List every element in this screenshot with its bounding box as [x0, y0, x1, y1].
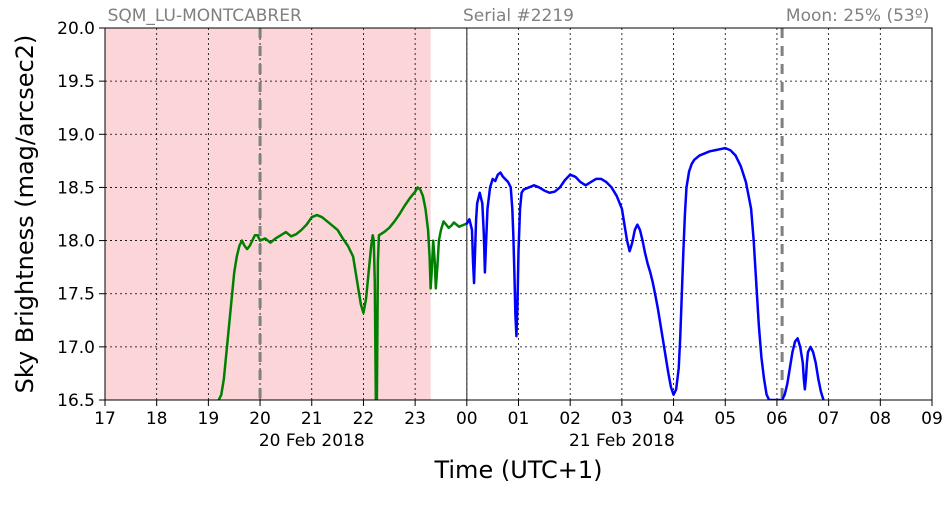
x-tick-label: 19 [198, 409, 220, 429]
x-tick-label: 09 [921, 409, 943, 429]
y-tick-label: 18.5 [57, 178, 95, 198]
x-tick-label: 03 [611, 409, 633, 429]
x-tick-label: 04 [663, 409, 685, 429]
x-tick-label: 17 [94, 409, 116, 429]
y-tick-label: 19.5 [57, 72, 95, 92]
y-tick-label: 19.0 [57, 125, 95, 145]
x-tick-label: 01 [508, 409, 530, 429]
moon-shaded-region [105, 28, 431, 400]
x-date-label: 21 Feb 2018 [569, 431, 675, 451]
y-tick-label: 20.0 [57, 19, 95, 39]
annot-serial: Serial #2219 [463, 6, 574, 26]
x-tick-label: 18 [146, 409, 168, 429]
x-tick-label: 23 [404, 409, 426, 429]
y-tick-label: 17.5 [57, 285, 95, 305]
x-tick-label: 07 [818, 409, 840, 429]
x-tick-label: 05 [714, 409, 736, 429]
sky-brightness-chart: 17 18 19 20 21 22 23 00 01 02 03 04 05 06 07 08 09 20 Feb… [0, 0, 952, 512]
x-date-label: 20 Feb 2018 [259, 431, 365, 451]
x-tick-label: 21 [301, 409, 323, 429]
x-tick-label: 08 [869, 409, 891, 429]
x-tick-label: 02 [559, 409, 581, 429]
y-tick-label: 17.0 [57, 338, 95, 358]
x-tick-label: 20 [249, 409, 271, 429]
x-axis-label: Time (UTC+1) [433, 456, 602, 484]
x-tick-label: 06 [766, 409, 788, 429]
y-tick-label: 16.5 [57, 391, 95, 411]
y-tick-label: 18.0 [57, 232, 95, 252]
series-after-midnight [467, 148, 824, 400]
annot-moon: Moon: 25% (53º) [786, 6, 929, 26]
y-axis-label: Sky Brightness (mag/arcsec2) [11, 35, 39, 394]
annot-station: SQM_LU-MONTCABRER [108, 6, 302, 26]
x-tick-label: 22 [353, 409, 375, 429]
x-tick-label: 00 [456, 409, 478, 429]
